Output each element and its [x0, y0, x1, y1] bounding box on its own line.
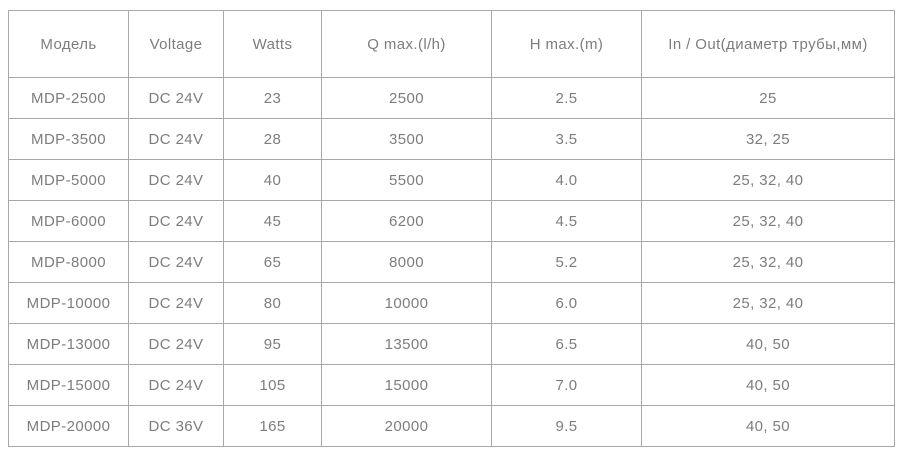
table-cell-model: MDP-10000 [8, 282, 129, 324]
table-cell-hmax: 6.5 [491, 323, 642, 365]
table-cell-model: MDP-6000 [8, 200, 129, 242]
table-cell-hmax: 6.0 [491, 282, 642, 324]
table-cell-voltage: DC 24V [128, 323, 224, 365]
table-cell-voltage: DC 24V [128, 200, 224, 242]
table-cell-voltage: DC 24V [128, 118, 224, 160]
header-cell-qmax: Q max.(l/h) [321, 10, 492, 78]
table-cell-hmax: 3.5 [491, 118, 642, 160]
table-row: MDP-10000 DC 24V 80 10000 6.0 25, 32, 40 [8, 282, 895, 324]
header-cell-model: Модель [8, 10, 129, 78]
table-cell-model: MDP-15000 [8, 364, 129, 406]
table-row: MDP-5000 DC 24V 40 5500 4.0 25, 32, 40 [8, 159, 895, 201]
table-cell-watts: 28 [223, 118, 322, 160]
table-row: MDP-2500 DC 24V 23 2500 2.5 25 [8, 77, 895, 119]
table-cell-voltage: DC 36V [128, 405, 224, 447]
table-cell-watts: 45 [223, 200, 322, 242]
table-cell-inout: 25, 32, 40 [641, 200, 895, 242]
table-cell-watts: 95 [223, 323, 322, 365]
table-cell-model: MDP-13000 [8, 323, 129, 365]
table-cell-inout: 40, 50 [641, 323, 895, 365]
table-cell-model: MDP-20000 [8, 405, 129, 447]
table-row: MDP-3500 DC 24V 28 3500 3.5 32, 25 [8, 118, 895, 160]
table-cell-qmax: 8000 [321, 241, 492, 283]
table-cell-hmax: 2.5 [491, 77, 642, 119]
table-cell-hmax: 4.0 [491, 159, 642, 201]
table-cell-voltage: DC 24V [128, 77, 224, 119]
table-row: MDP-15000 DC 24V 105 15000 7.0 40, 50 [8, 364, 895, 406]
table-row: MDP-20000 DC 36V 165 20000 9.5 40, 50 [8, 405, 895, 447]
table-cell-voltage: DC 24V [128, 282, 224, 324]
table-row: MDP-8000 DC 24V 65 8000 5.2 25, 32, 40 [8, 241, 895, 283]
table-cell-watts: 65 [223, 241, 322, 283]
table-cell-qmax: 15000 [321, 364, 492, 406]
header-cell-voltage: Voltage [128, 10, 224, 78]
table-cell-qmax: 6200 [321, 200, 492, 242]
table-body: MDP-2500 DC 24V 23 2500 2.5 25 MDP-3500 DC 24V 2… [8, 77, 895, 447]
table-cell-voltage: DC 24V [128, 159, 224, 201]
table-row: MDP-13000 DC 24V 95 13500 6.5 40, 50 [8, 323, 895, 365]
table-cell-hmax: 9.5 [491, 405, 642, 447]
table-cell-qmax: 10000 [321, 282, 492, 324]
table-cell-qmax: 5500 [321, 159, 492, 201]
table-cell-voltage: DC 24V [128, 364, 224, 406]
table-cell-watts: 23 [223, 77, 322, 119]
table-cell-hmax: 5.2 [491, 241, 642, 283]
table-cell-inout: 32, 25 [641, 118, 895, 160]
table-cell-inout: 40, 50 [641, 364, 895, 406]
table-cell-qmax: 3500 [321, 118, 492, 160]
table-cell-voltage: DC 24V [128, 241, 224, 283]
table-row: MDP-6000 DC 24V 45 6200 4.5 25, 32, 40 [8, 200, 895, 242]
table-cell-hmax: 4.5 [491, 200, 642, 242]
table-cell-inout: 25 [641, 77, 895, 119]
table-cell-model: MDP-8000 [8, 241, 129, 283]
header-cell-hmax: H max.(m) [491, 10, 642, 78]
table-cell-inout: 25, 32, 40 [641, 282, 895, 324]
table-cell-qmax: 13500 [321, 323, 492, 365]
table-cell-inout: 25, 32, 40 [641, 241, 895, 283]
table-cell-inout: 40, 50 [641, 405, 895, 447]
table-cell-qmax: 2500 [321, 77, 492, 119]
table-cell-model: MDP-2500 [8, 77, 129, 119]
header-row: Модель Voltage Watts Q max.(l/h) H max.(… [8, 10, 895, 78]
table-cell-qmax: 20000 [321, 405, 492, 447]
pump-spec-table-wrap: Модель Voltage Watts Q max.(l/h) H max.(… [8, 10, 895, 447]
table-cell-model: MDP-3500 [8, 118, 129, 160]
header-cell-inout: In / Out(диаметр трубы,мм) [641, 10, 895, 78]
table-cell-watts: 40 [223, 159, 322, 201]
header-cell-watts: Watts [223, 10, 322, 78]
table-header: Модель Voltage Watts Q max.(l/h) H max.(… [8, 10, 895, 78]
table-cell-hmax: 7.0 [491, 364, 642, 406]
table-cell-watts: 80 [223, 282, 322, 324]
table-cell-model: MDP-5000 [8, 159, 129, 201]
table-cell-inout: 25, 32, 40 [641, 159, 895, 201]
pump-spec-table: Модель Voltage Watts Q max.(l/h) H max.(… [8, 10, 895, 447]
table-cell-watts: 165 [223, 405, 322, 447]
table-cell-watts: 105 [223, 364, 322, 406]
